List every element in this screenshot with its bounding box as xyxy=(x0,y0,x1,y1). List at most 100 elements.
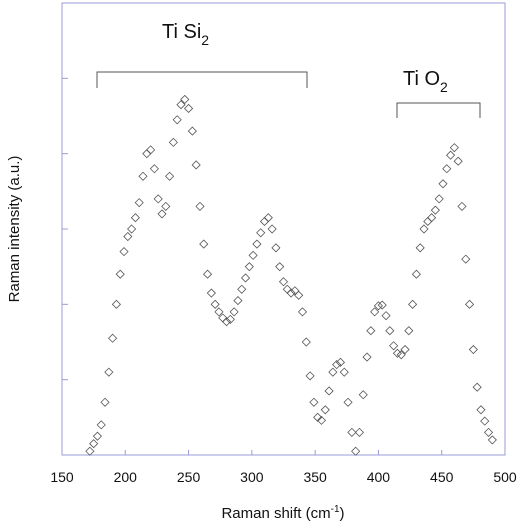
point xyxy=(354,427,365,437)
point xyxy=(111,299,121,309)
point xyxy=(157,209,167,219)
point xyxy=(377,300,387,310)
point xyxy=(275,262,285,272)
point xyxy=(130,213,140,223)
point xyxy=(313,412,323,422)
x-tick-label: 200 xyxy=(114,469,138,485)
annotation: Ti O2 xyxy=(403,68,448,95)
point xyxy=(487,435,497,445)
point xyxy=(229,307,239,317)
point xyxy=(267,224,277,234)
x-axis-label-sup: -1 xyxy=(331,504,340,515)
point xyxy=(168,137,178,147)
point xyxy=(320,405,330,415)
point xyxy=(294,290,304,300)
point xyxy=(104,367,114,377)
point xyxy=(165,171,175,181)
point xyxy=(461,254,471,264)
point xyxy=(210,299,220,309)
point xyxy=(89,439,99,449)
point xyxy=(225,314,235,324)
x-tick-label: 300 xyxy=(240,469,264,485)
point xyxy=(92,431,103,441)
x-tick-label: 500 xyxy=(493,469,517,485)
point xyxy=(259,216,270,227)
point xyxy=(389,341,399,351)
point xyxy=(221,317,232,327)
point xyxy=(468,344,478,355)
point xyxy=(449,143,459,153)
annotation-text: Ti Si xyxy=(162,21,201,43)
point xyxy=(202,269,213,279)
point xyxy=(373,301,383,311)
point xyxy=(370,307,380,317)
point xyxy=(233,296,243,306)
point xyxy=(134,198,144,208)
point xyxy=(119,247,129,257)
point xyxy=(123,231,133,242)
point xyxy=(191,160,201,170)
point xyxy=(335,357,346,367)
point xyxy=(256,228,266,238)
point xyxy=(408,299,418,309)
point xyxy=(282,284,292,294)
y-axis-label: Raman intensity (a.u.) xyxy=(6,156,23,303)
x-tick-label: 400 xyxy=(367,469,391,485)
point xyxy=(415,243,425,253)
point xyxy=(100,397,110,407)
point xyxy=(442,164,452,174)
point xyxy=(347,427,357,437)
annotation: Ti Si2 xyxy=(162,21,209,48)
point xyxy=(411,269,421,279)
point xyxy=(146,145,156,155)
x-tick-label: 350 xyxy=(303,469,327,485)
point xyxy=(324,386,334,396)
point xyxy=(434,194,444,204)
point xyxy=(430,205,440,215)
x-tick-label: 250 xyxy=(177,469,201,485)
point xyxy=(240,273,251,283)
x-tick-label: 450 xyxy=(430,469,454,485)
point xyxy=(195,201,205,211)
annotation-tisi2: Ti Si2 xyxy=(96,21,308,88)
point xyxy=(142,149,152,159)
point xyxy=(176,100,186,110)
point xyxy=(419,224,429,234)
point xyxy=(85,446,95,456)
point xyxy=(301,337,311,347)
point xyxy=(427,213,437,223)
point xyxy=(115,269,125,279)
point xyxy=(385,326,395,336)
point xyxy=(309,397,319,407)
point xyxy=(305,371,315,381)
point xyxy=(358,390,368,400)
point xyxy=(127,224,137,234)
point xyxy=(381,311,391,321)
point xyxy=(108,333,118,343)
point xyxy=(161,201,171,211)
point xyxy=(362,352,372,362)
bracket xyxy=(396,102,481,118)
point xyxy=(392,348,402,358)
point xyxy=(404,326,414,336)
point xyxy=(332,360,342,370)
x-axis-label-text: Raman shift (cm xyxy=(221,505,330,522)
point xyxy=(328,367,338,377)
point xyxy=(244,262,254,272)
point xyxy=(483,427,494,437)
point xyxy=(472,382,482,392)
point xyxy=(96,420,106,430)
point xyxy=(366,326,376,336)
point xyxy=(297,307,308,317)
point xyxy=(252,239,262,249)
point xyxy=(263,213,273,223)
point xyxy=(138,171,148,181)
x-axis-label: Raman shift (cm-1) xyxy=(221,504,344,522)
point xyxy=(480,416,490,426)
point xyxy=(237,284,247,294)
point xyxy=(316,415,327,425)
point xyxy=(423,216,433,227)
point xyxy=(343,397,353,407)
point xyxy=(457,201,467,211)
annotation-text: Ti O xyxy=(403,68,440,90)
